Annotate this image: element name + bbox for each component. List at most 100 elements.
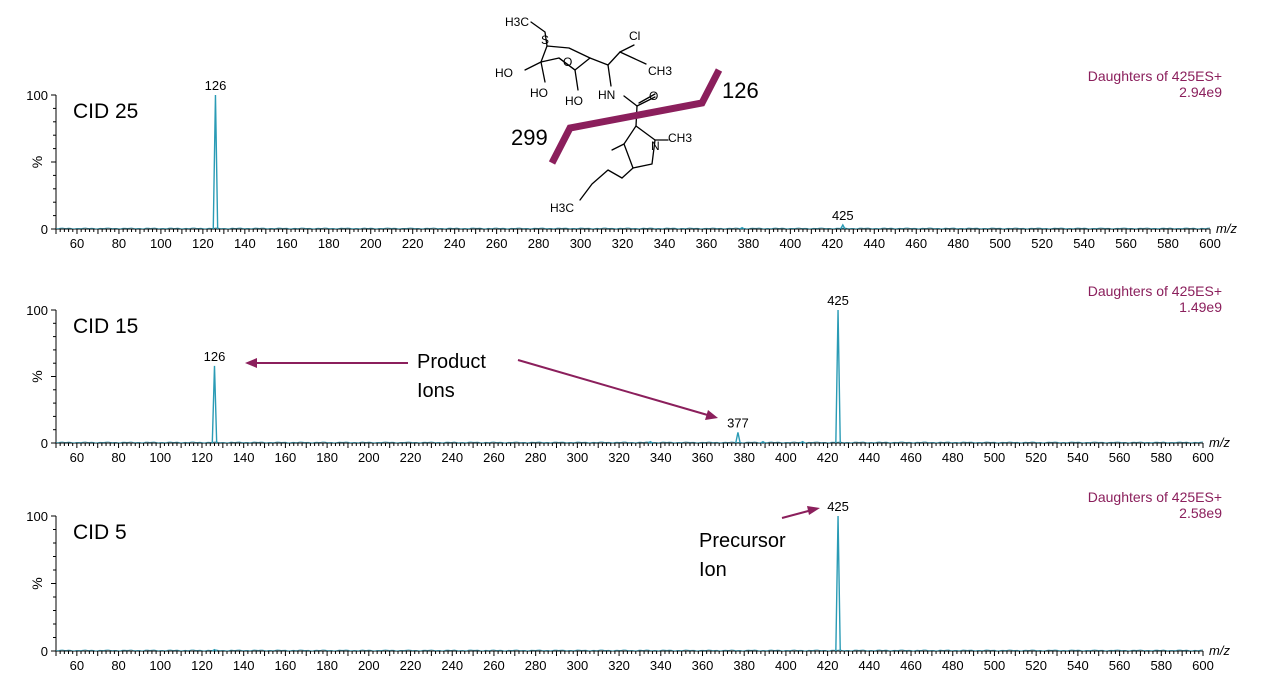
- y-tick-label: 100: [26, 303, 48, 318]
- precursor-ion-label-line1: Precursor: [699, 530, 786, 552]
- info-intensity: 2.58e9: [1179, 505, 1222, 521]
- x-tick-label: 340: [654, 236, 676, 251]
- peak-126: [211, 648, 218, 652]
- spectra-panels: 60 80 100 120 140 160 180 200 220 240 260 280 300 320…: [26, 68, 1237, 673]
- x-tick-label: 140: [234, 236, 256, 251]
- peak-label-377: 377: [727, 415, 749, 430]
- x-tick-label: 460: [900, 658, 922, 673]
- y-tick-label: 0: [41, 436, 48, 451]
- annotations: Product Ions Precursor Ion: [245, 351, 820, 581]
- peak-377: [739, 226, 745, 230]
- x-tick-label: 200: [358, 450, 380, 465]
- peak-408: [800, 440, 806, 444]
- x-tick-label: 300: [570, 236, 592, 251]
- x-tick-label: 140: [233, 450, 255, 465]
- x-tick-label: 500: [989, 236, 1011, 251]
- x-tick-label: 320: [608, 450, 630, 465]
- panel-label: CID 15: [73, 315, 138, 338]
- info-title: Daughters of 425ES+: [1088, 283, 1222, 299]
- x-tick-label: 60: [70, 658, 84, 673]
- product-ions-label-line1: Product: [417, 351, 486, 373]
- x-tick-label: 500: [984, 658, 1006, 673]
- x-tick-label: 580: [1150, 658, 1172, 673]
- x-tick-label: 480: [942, 450, 964, 465]
- panel-label: CID 5: [73, 521, 127, 544]
- y-tick-label: 100: [26, 509, 48, 524]
- mol-atom-s: S: [541, 33, 549, 47]
- x-tick-label: 80: [111, 450, 125, 465]
- x-tick-label: 460: [905, 236, 927, 251]
- x-tick-label: 220: [402, 236, 424, 251]
- y-axis-label: %: [29, 577, 45, 589]
- x-axis-label: m/z: [1216, 221, 1237, 236]
- x-tick-label: 280: [525, 658, 547, 673]
- mol-atom-ho-3: HO: [565, 94, 583, 108]
- mol-atom-ho-2: HO: [530, 86, 548, 100]
- x-tick-label: 480: [942, 658, 964, 673]
- y-tick-label: 0: [41, 222, 48, 237]
- peak-126: [211, 365, 218, 444]
- precursor-arrow: [781, 509, 813, 519]
- peak-389: [760, 440, 766, 444]
- peak-425: [835, 309, 841, 444]
- baseline-trace: [55, 441, 1204, 444]
- x-tick-label: 120: [191, 658, 213, 673]
- spectrum-panel-1: 60 80 100 120 140 160 180 200 220 240 260 280 300 320…: [26, 68, 1237, 251]
- x-tick-label: 500: [984, 450, 1006, 465]
- x-tick-label: 80: [112, 236, 126, 251]
- x-tick-label: 440: [858, 450, 880, 465]
- product-arrow-right: [517, 359, 712, 417]
- baseline-trace: [55, 649, 1204, 652]
- x-tick-label: 260: [483, 450, 505, 465]
- mol-atom-cl: Cl: [629, 29, 640, 43]
- x-tick-label: 340: [650, 450, 672, 465]
- mol-atom-h3c-bottom: H3C: [550, 201, 574, 215]
- x-tick-label: 180: [316, 658, 338, 673]
- x-tick-label: 220: [400, 658, 422, 673]
- x-tick-label: 540: [1073, 236, 1095, 251]
- x-tick-label: 160: [276, 236, 298, 251]
- x-tick-label: 280: [525, 450, 547, 465]
- x-tick-label: 100: [149, 450, 171, 465]
- peak-335: [647, 440, 653, 444]
- x-tick-label: 360: [692, 450, 714, 465]
- cleavage-299-label: 299: [511, 125, 548, 150]
- x-axis-label: m/z: [1209, 435, 1230, 450]
- x-tick-label: 60: [70, 236, 84, 251]
- mol-atom-hn: HN: [598, 88, 615, 102]
- x-tick-label: 300: [567, 658, 589, 673]
- x-tick-label: 560: [1109, 450, 1131, 465]
- x-tick-label: 400: [775, 450, 797, 465]
- x-tick-label: 580: [1157, 236, 1179, 251]
- y-tick-label: 100: [26, 88, 48, 103]
- peak-425: [840, 223, 846, 230]
- mol-atom-o-ring: O: [563, 55, 572, 69]
- peak-126: [212, 94, 219, 230]
- x-tick-label: 280: [528, 236, 550, 251]
- x-tick-label: 540: [1067, 658, 1089, 673]
- x-tick-label: 400: [775, 658, 797, 673]
- x-tick-label: 100: [149, 658, 171, 673]
- x-tick-label: 220: [400, 450, 422, 465]
- x-tick-label: 460: [900, 450, 922, 465]
- x-tick-label: 320: [612, 236, 634, 251]
- x-tick-label: 480: [947, 236, 969, 251]
- info-intensity: 2.94e9: [1179, 84, 1222, 100]
- x-tick-label: 200: [358, 658, 380, 673]
- product-arrow-left-head: [245, 358, 257, 368]
- x-tick-label: 320: [608, 658, 630, 673]
- x-tick-label: 160: [275, 658, 297, 673]
- x-tick-label: 160: [275, 450, 297, 465]
- x-tick-label: 260: [483, 658, 505, 673]
- x-tick-label: 520: [1025, 658, 1047, 673]
- x-tick-label: 440: [858, 658, 880, 673]
- x-tick-label: 420: [821, 236, 843, 251]
- x-tick-label: 180: [316, 450, 338, 465]
- x-tick-label: 580: [1150, 450, 1172, 465]
- x-tick-label: 300: [567, 450, 589, 465]
- x-tick-label: 260: [486, 236, 508, 251]
- x-tick-label: 120: [192, 236, 214, 251]
- peak-label-126: 126: [204, 349, 226, 364]
- info-title: Daughters of 425ES+: [1088, 68, 1222, 84]
